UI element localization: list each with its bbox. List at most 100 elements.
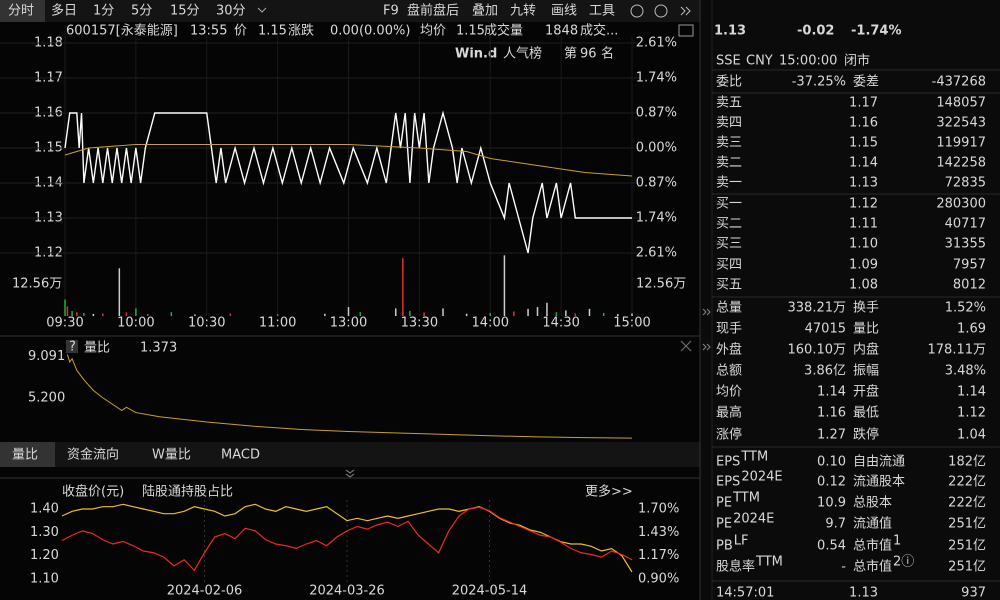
period-tab[interactable]: 多日 — [51, 3, 77, 19]
y2-tick-label: 1.17% — [638, 548, 679, 563]
expand-icon[interactable] — [680, 6, 691, 16]
period-tab[interactable]: 15分 — [170, 4, 200, 19]
x-tick-label: 14:00 — [472, 316, 509, 331]
stat-label: 委差 — [853, 75, 879, 90]
indicator-tab[interactable]: 量比 — [12, 448, 38, 463]
stat-label: 开盘 — [853, 384, 879, 400]
history-line — [61, 503, 633, 573]
stat-label-sup: 2024E — [741, 470, 782, 485]
volume-bar — [125, 312, 128, 316]
info-volume: 1848 — [545, 24, 578, 39]
history-line — [61, 506, 633, 572]
volume-bar — [276, 314, 279, 316]
stat-value: 251亿 — [948, 560, 986, 575]
more-link[interactable]: 更多>> — [585, 484, 633, 500]
stat-label-sup: 2ⓘ — [893, 555, 914, 570]
info-price-label: 价 — [234, 24, 247, 39]
stat-label: EPS — [716, 475, 740, 490]
order-price: 1.15 — [849, 136, 878, 151]
x-tick-label: 13:00 — [330, 316, 367, 331]
help-box[interactable] — [66, 340, 78, 353]
stat-label-sup: TTM — [732, 491, 760, 506]
tool-button[interactable]: 画线 — [551, 4, 577, 19]
order-volume: 142258 — [936, 156, 986, 171]
stat-label: PB — [716, 539, 733, 554]
order-label: 买一 — [716, 197, 742, 212]
order-volume: 8012 — [953, 278, 986, 293]
last-price: 1.13 — [714, 24, 746, 39]
volume-bar — [92, 313, 95, 316]
period-tab[interactable]: 5分 — [131, 4, 152, 19]
x-tick-label: 2024-03-26 — [309, 584, 385, 599]
y2-tick-label: 1.74% — [636, 211, 677, 226]
info-time: 13:55 — [190, 24, 227, 39]
dropdown-icon[interactable] — [257, 7, 267, 13]
volume-bar — [555, 312, 558, 316]
close-icon[interactable] — [680, 340, 692, 352]
active-tab-bg — [0, 0, 45, 22]
volume-bar — [146, 313, 149, 316]
rank-suffix: 名 — [601, 46, 614, 62]
rank: 96 — [580, 47, 597, 62]
stat-value: 182亿 — [948, 455, 986, 470]
stat-value: -437268 — [932, 75, 986, 90]
help-mark: ? — [69, 340, 76, 355]
collapse-icon[interactable] — [702, 308, 711, 351]
trade-volume: 937 — [961, 586, 986, 600]
y2-tick-label: 0.00% — [636, 141, 677, 156]
tool-button[interactable]: 工具 — [589, 4, 615, 19]
indicator-tab[interactable]: MACD — [221, 448, 260, 463]
brand: Win.d — [455, 47, 497, 62]
period-tab[interactable]: 1分 — [93, 4, 114, 19]
tool-button[interactable]: 九转 — [510, 4, 536, 19]
y2-tick-label: 1.70% — [638, 502, 679, 517]
fold-icon[interactable] — [345, 469, 355, 478]
indicator-value: 1.373 — [140, 341, 177, 356]
volume-bar — [546, 302, 548, 316]
period-tab[interactable]: 30分 — [216, 4, 246, 19]
info-volume-label: 成交量 — [484, 23, 523, 39]
volume-bar — [102, 313, 104, 316]
stat-label: EPS — [716, 455, 740, 470]
tool-button[interactable]: 盘前盘后 — [407, 3, 459, 19]
stat-label-sup: TTM — [740, 450, 768, 465]
volume-bar — [602, 312, 605, 316]
rank-prefix: 第 — [564, 47, 577, 62]
indicator-tab[interactable]: 资金流向 — [67, 447, 119, 463]
order-label: 买五 — [716, 278, 742, 293]
y-tick-label: 12.56万 — [12, 277, 62, 292]
order-volume: 119917 — [936, 136, 986, 151]
info-change-label: 涨跌 — [288, 23, 314, 39]
volume-bar — [194, 314, 196, 316]
stat-label: 内盘 — [853, 342, 879, 358]
market-time: 15:00:00 — [779, 54, 837, 69]
tool-button[interactable]: F9 — [383, 4, 399, 19]
order-price: 1.14 — [849, 156, 878, 171]
y-tick-label: 5.200 — [28, 390, 65, 405]
volume-bar — [71, 310, 73, 316]
help-icon[interactable] — [654, 4, 668, 18]
stat-value: 1.14 — [817, 385, 846, 400]
stat-label-sup: 2024E — [733, 512, 774, 527]
volume-bar — [588, 308, 591, 316]
stat-value: 222亿 — [948, 496, 986, 511]
market-exchange: SSE — [716, 54, 741, 69]
y2-tick-label: 12.56万 — [636, 277, 686, 292]
trade-time: 14:57:01 — [716, 586, 774, 600]
stat-label-sup: LF — [734, 534, 749, 549]
volume-bar — [359, 312, 362, 316]
stat-value: 0.10 — [817, 455, 846, 470]
y2-tick-label: 0.90% — [638, 572, 679, 587]
order-volume: 40717 — [945, 217, 986, 232]
x-tick-label: 11:00 — [259, 316, 296, 331]
settings-icon[interactable] — [630, 4, 644, 18]
price-line — [64, 110, 632, 254]
info-avg-label: 均价 — [420, 24, 446, 39]
indicator-tab[interactable]: W量比 — [152, 448, 191, 463]
stat-value: 251亿 — [948, 539, 986, 554]
stat-value: 178.11万 — [928, 343, 987, 358]
volume-bar — [324, 313, 326, 316]
window-icon[interactable] — [678, 24, 694, 37]
period-tab[interactable]: 分时 — [8, 4, 34, 19]
tool-button[interactable]: 叠加 — [472, 4, 498, 19]
